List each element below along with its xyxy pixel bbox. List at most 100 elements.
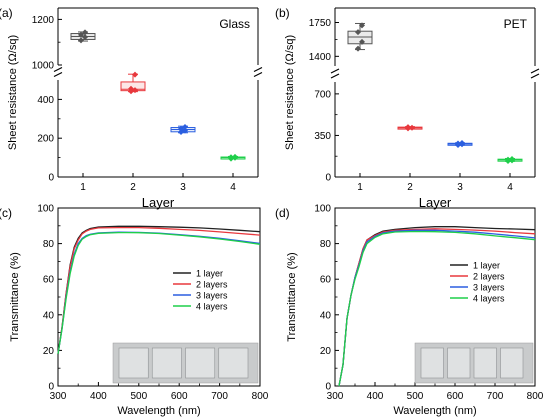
y-tick-label: 0 xyxy=(325,173,331,184)
y-tick-label: 1750 xyxy=(309,18,332,29)
box-3 xyxy=(170,123,196,135)
box-4 xyxy=(497,155,523,164)
y-tick-label: 100 xyxy=(314,204,331,215)
x-tick-label: 800 xyxy=(252,391,269,402)
panel-label: (d) xyxy=(275,206,290,220)
x-axis-label: Layer xyxy=(419,195,452,210)
data-point xyxy=(459,140,465,147)
sample-photo-inset xyxy=(414,342,534,384)
axis-break-mark xyxy=(330,73,340,79)
panel-label: (c) xyxy=(0,206,12,220)
x-tick-label: 400 xyxy=(367,391,384,402)
x-tick-label: 700 xyxy=(211,391,228,402)
axis-break-mark xyxy=(253,66,263,73)
data-point xyxy=(132,71,138,78)
y-tick-label: 40 xyxy=(43,310,55,321)
box-4 xyxy=(220,153,246,162)
y-axis-label: Transmittance (%) xyxy=(9,252,21,341)
y-tick-label: 20 xyxy=(320,346,332,357)
data-point xyxy=(82,34,88,41)
sample-slide xyxy=(118,347,149,379)
sample-photo-inset xyxy=(112,342,259,384)
sample-slide xyxy=(447,347,471,379)
y-tick-label: 100 xyxy=(37,204,54,215)
data-point xyxy=(78,31,84,38)
y-axis-label: Sheet resistance (Ω/sq) xyxy=(7,35,19,150)
x-tick-label: 800 xyxy=(527,391,544,402)
panel-label: (b) xyxy=(275,6,290,20)
y-tick-label: 80 xyxy=(320,239,332,250)
x-tick-label: 700 xyxy=(487,391,504,402)
data-point xyxy=(78,37,84,44)
data-point xyxy=(409,124,415,131)
box-1 xyxy=(347,22,373,52)
x-tick-label: 600 xyxy=(447,391,464,402)
series-line-3 xyxy=(57,231,261,355)
y-tick-label: 0 xyxy=(48,173,54,184)
axis-break-mark xyxy=(53,66,63,73)
x-tick-label: 2 xyxy=(407,182,413,193)
y-tick-label: 60 xyxy=(320,275,332,286)
axis-break-mark xyxy=(53,71,63,78)
data-point xyxy=(355,29,361,36)
y-tick-label: 700 xyxy=(314,89,331,100)
data-point xyxy=(359,38,365,45)
y-tick-label: 1200 xyxy=(32,15,55,26)
y-axis-label: Sheet resistance (Ω/sq) xyxy=(284,35,296,150)
x-axis-label: Layer xyxy=(142,195,175,210)
data-point xyxy=(82,29,88,36)
box-2 xyxy=(397,124,423,132)
y-axis-label: Transmittance (%) xyxy=(286,252,298,341)
data-point xyxy=(505,156,511,163)
y-tick-label: 350 xyxy=(314,131,331,142)
y-tick-label: 0 xyxy=(48,382,54,393)
axis-break-mark xyxy=(530,68,540,74)
panel-b: 0 350 700 1400 1750 1 2 3 4 Sheet resistance (Ω/s… xyxy=(275,6,540,210)
x-tick-label: 3 xyxy=(180,182,186,193)
y-tick-label: 60 xyxy=(43,275,55,286)
sample-slide xyxy=(420,347,444,379)
x-axis-label: Wavelength (nm) xyxy=(393,405,476,417)
x-tick-label: 1 xyxy=(80,182,86,193)
axis-break-mark xyxy=(253,71,263,78)
sample-slide xyxy=(185,347,216,379)
legend-entry: 1 layer xyxy=(196,269,223,279)
y-tick-label: 200 xyxy=(37,134,54,145)
box-2 xyxy=(120,71,146,95)
data-point xyxy=(355,45,361,52)
y-tick-label: 400 xyxy=(37,95,54,106)
panel-a: 0 200 400 1000 1200 1 2 3 4 Sheet resistance (Ω/s… xyxy=(0,6,263,210)
series-line-4 xyxy=(57,231,261,355)
axis-break-mark xyxy=(530,73,540,79)
data-point xyxy=(182,123,188,130)
legend-entry: 2 layers xyxy=(473,272,505,282)
legend-entry: 1 layer xyxy=(473,261,500,271)
x-axis-label: Wavelength (nm) xyxy=(117,405,200,417)
x-tick-label: 400 xyxy=(90,391,107,402)
x-tick-label: 2 xyxy=(130,182,136,193)
data-point xyxy=(405,124,411,131)
data-point xyxy=(455,140,461,147)
x-tick-label: 600 xyxy=(171,391,188,402)
y-tick-label: 0 xyxy=(325,382,331,393)
data-point xyxy=(359,22,365,29)
y-tick-label: 20 xyxy=(43,346,55,357)
y-tick-label: 1000 xyxy=(32,61,55,72)
legend-entry: 2 layers xyxy=(196,280,228,290)
x-tick-label: 4 xyxy=(507,182,513,193)
x-tick-label: 4 xyxy=(230,182,236,193)
series-line-4 xyxy=(338,230,536,387)
x-tick-label: 500 xyxy=(407,391,424,402)
y-tick-label: 1400 xyxy=(309,52,332,63)
x-tick-label: 3 xyxy=(457,182,463,193)
sample-slide xyxy=(500,347,524,379)
box-1 xyxy=(70,29,96,44)
series-line-1 xyxy=(57,225,261,355)
data-point xyxy=(228,154,234,161)
panel-label: (a) xyxy=(0,6,13,20)
